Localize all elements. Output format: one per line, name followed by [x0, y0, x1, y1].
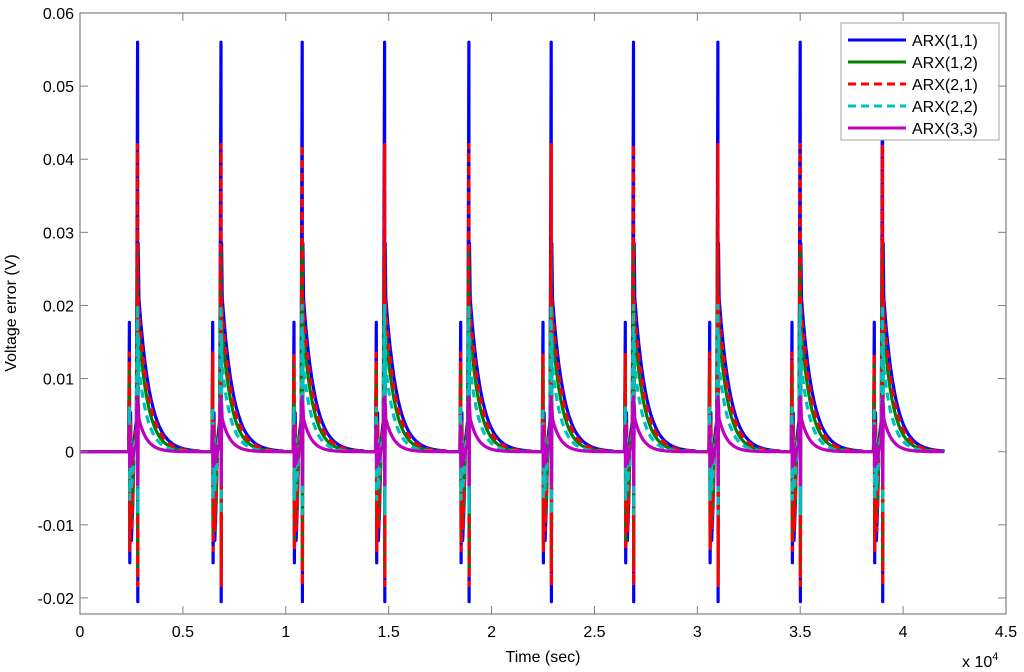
- legend-label: ARX(2,2): [912, 99, 978, 116]
- x-tick-label: 0: [76, 624, 85, 641]
- ticks-layer: 0 0.5 1 1.5 2 2.5 3 3.5 4 4.5 -0.02 -0.01 0 0.01 0.02 0…: [38, 6, 1018, 641]
- x-tick-label: 4: [899, 624, 908, 641]
- legend-item: ARX(2,1): [848, 77, 978, 94]
- y-axis-label: Voltage error (V): [3, 254, 20, 371]
- legend-item: ARX(1,1): [848, 33, 978, 50]
- y-tick-label: 0.06: [43, 6, 74, 23]
- y-tick-label: 0.02: [43, 298, 74, 315]
- x-tick-label: 1: [281, 624, 290, 641]
- legend-item: ARX(3,3): [848, 121, 978, 138]
- legend: ARX(1,1) ARX(1,2) ARX(2,1) ARX(2,2) ARX(3,3): [840, 22, 1000, 141]
- axes-box: [79, 12, 1007, 615]
- y-tick-label: 0.01: [43, 372, 74, 389]
- y-tick-label: 0: [65, 445, 74, 462]
- x-tick-label: 0.5: [172, 624, 194, 641]
- legend-label: ARX(3,3): [912, 121, 978, 138]
- y-tick-label: 0.03: [43, 225, 74, 242]
- series-line-arx-2-2-: [80, 303, 945, 516]
- legend-label: ARX(2,1): [912, 77, 978, 94]
- x-axis-multiplier: x 104: [962, 651, 998, 671]
- series-line-arx-3-3-: [80, 395, 945, 487]
- x-tick-label: 3: [693, 624, 702, 641]
- legend-box: [840, 22, 1000, 141]
- x-tick-label: 4.5: [995, 624, 1017, 641]
- legend-label: ARX(1,1): [912, 33, 978, 50]
- y-tick-label: 0.04: [43, 152, 74, 169]
- x-tick-label: 3.5: [789, 624, 811, 641]
- legend-label: ARX(1,2): [912, 55, 978, 72]
- series-layer: [80, 40, 946, 604]
- legend-item: ARX(1,2): [848, 55, 978, 72]
- x-tick-label: 1.5: [378, 624, 400, 641]
- x-tick-label: 2.5: [583, 624, 605, 641]
- legend-item: ARX(2,2): [848, 99, 978, 116]
- y-tick-label: -0.02: [38, 591, 75, 608]
- x-tick-label: 2: [487, 624, 496, 641]
- x-axis-label: Time (sec): [506, 649, 581, 666]
- y-tick-label: 0.05: [43, 79, 74, 96]
- y-tick-label: -0.01: [38, 518, 75, 535]
